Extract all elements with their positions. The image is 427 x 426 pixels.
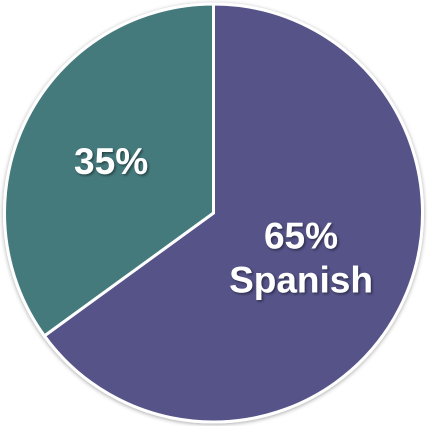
slice-value-label-2: 35% [74,141,148,182]
pie-slice-spanish [42,2,424,424]
pie-slice-slice-2 [3,2,215,338]
slice-category-label-1: Spanish [229,260,373,301]
pie-slices [3,2,424,424]
pie-labels: 65%Spanish 35% [74,141,373,301]
slice-value-label-1: 65% [264,216,338,257]
